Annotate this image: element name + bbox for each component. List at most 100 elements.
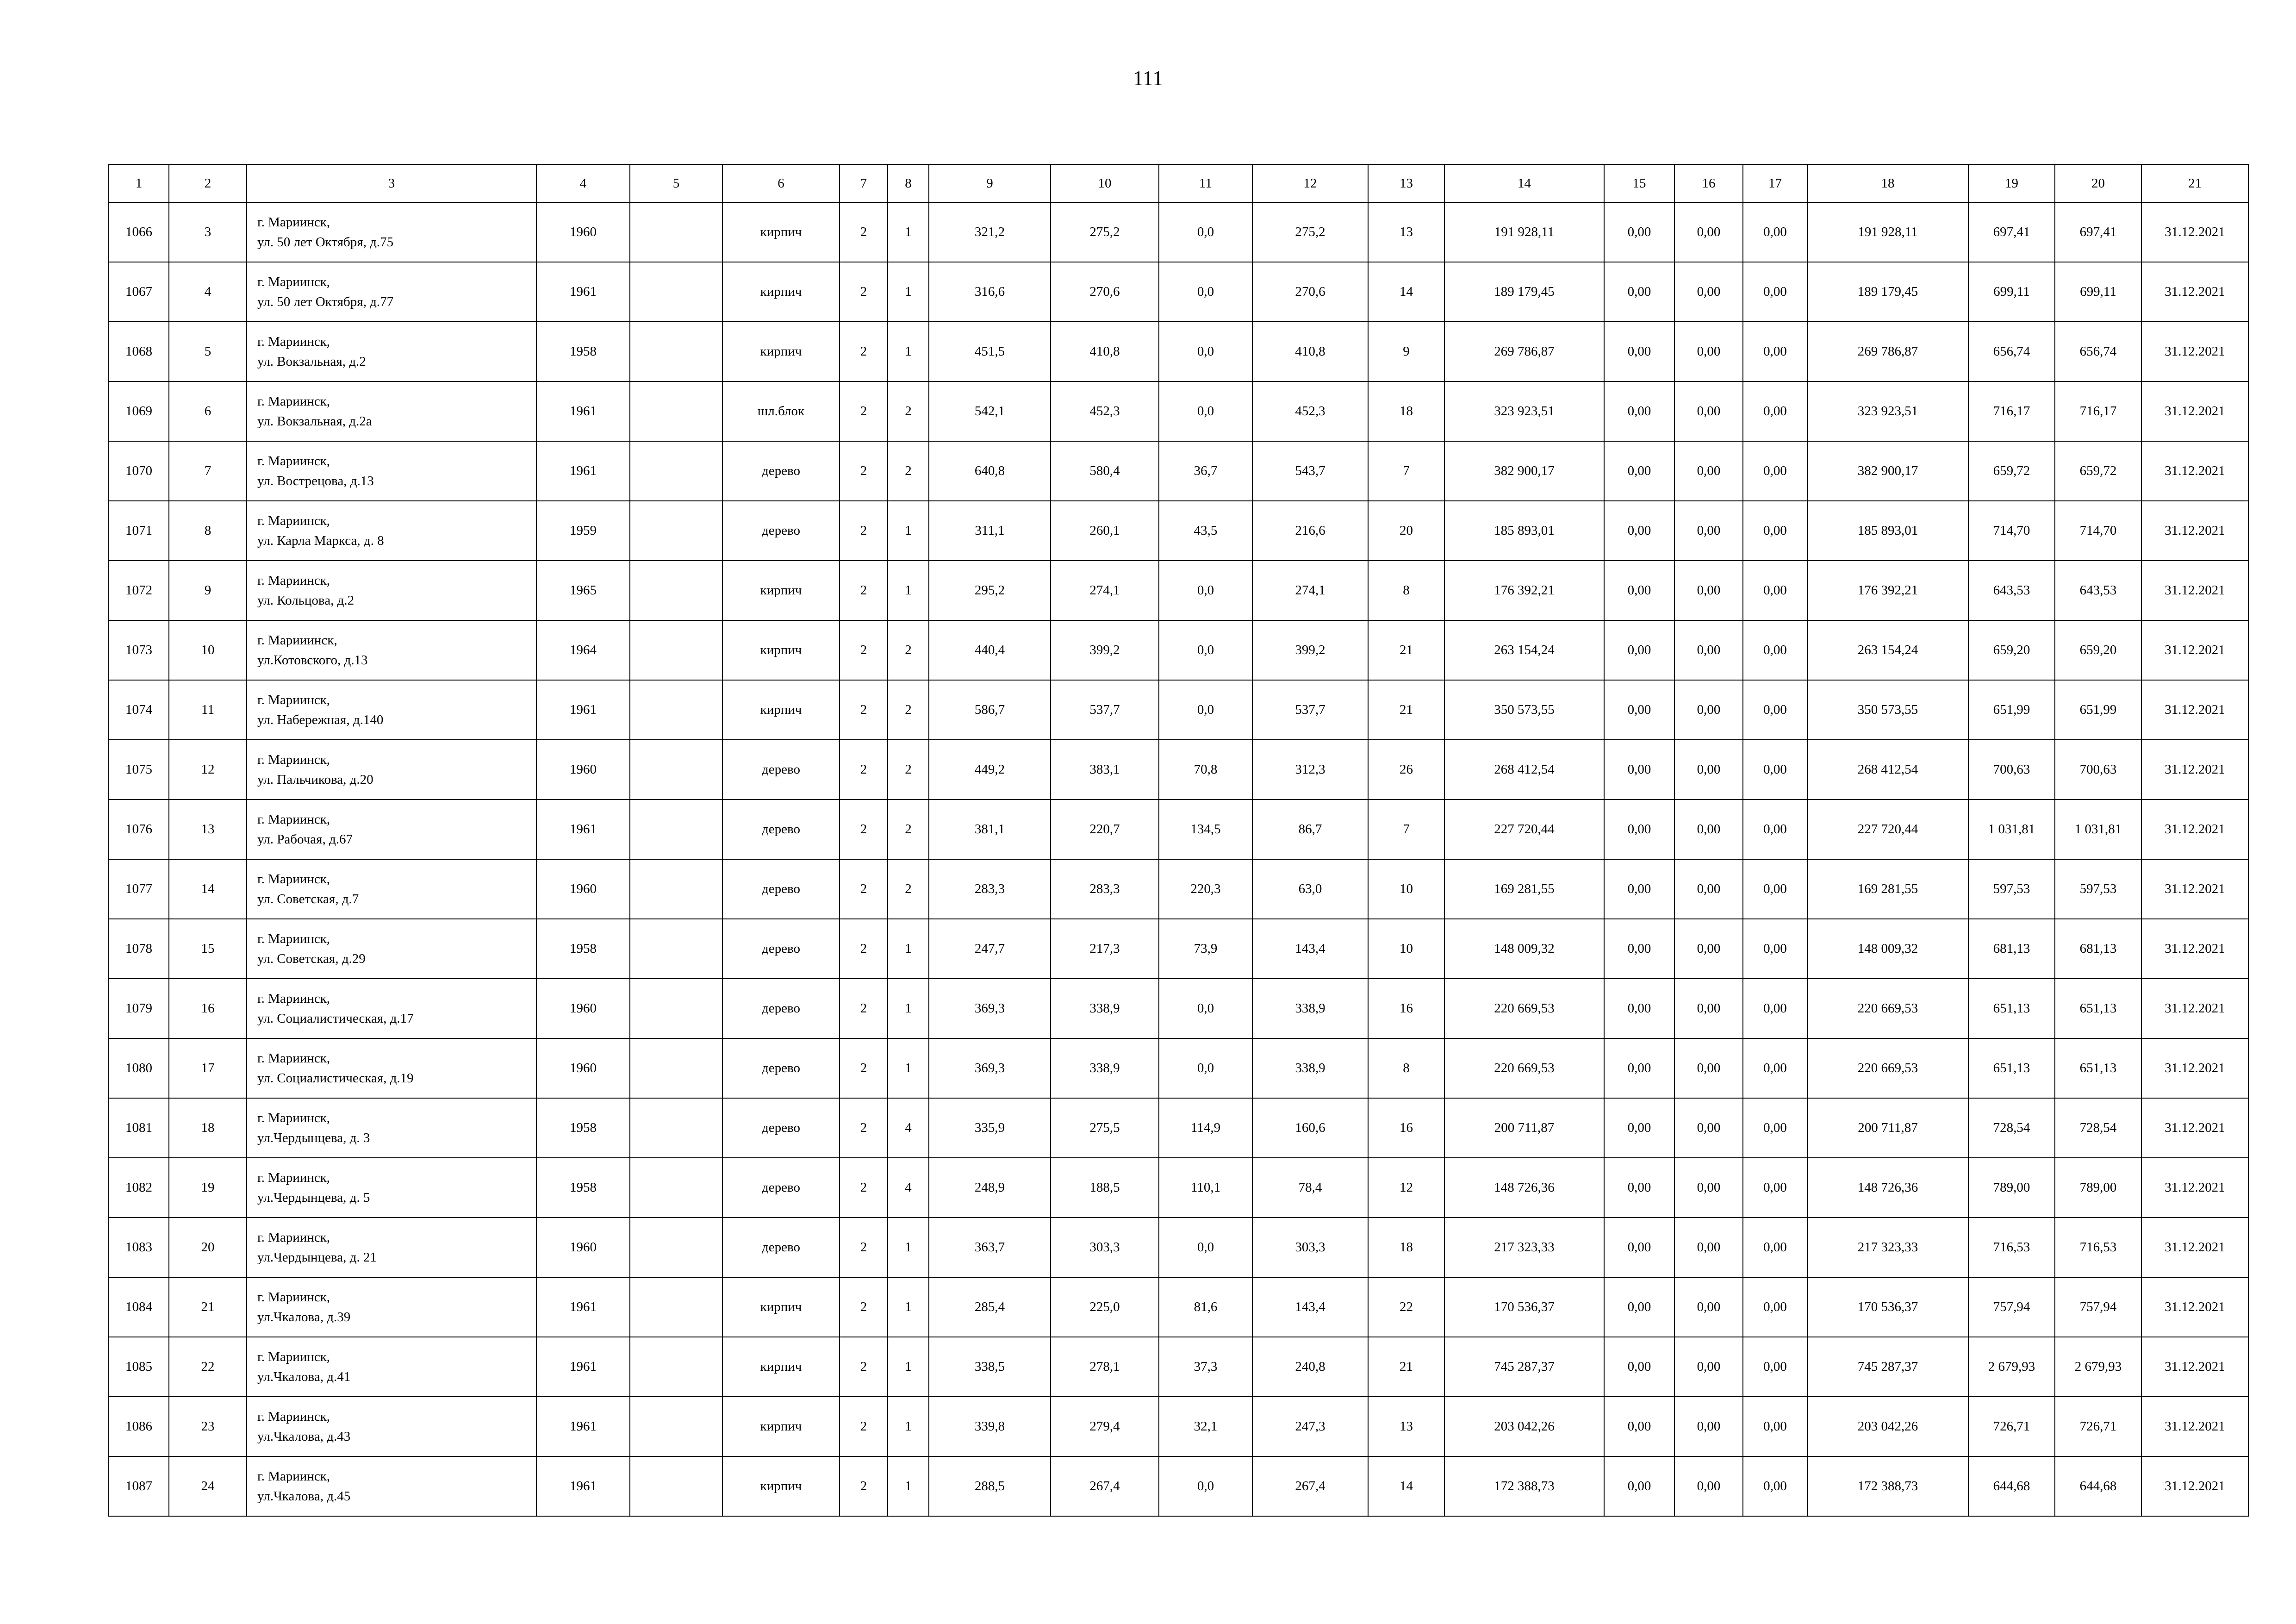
address-street: ул. Кольцова, д.2 [257, 593, 355, 608]
cell-col-9: 285,4 [928, 1277, 1051, 1337]
cell-col-1: 1081 [108, 1098, 169, 1158]
cell-col-9: 449,2 [928, 739, 1051, 800]
cell-col-17: 0,00 [1742, 1217, 1808, 1278]
column-header-1: 1 [108, 164, 169, 203]
cell-col-21: 31.12.2021 [2141, 918, 2249, 979]
cell-col-2: 16 [168, 978, 247, 1039]
cell-col-11: 0,0 [1158, 978, 1253, 1039]
address-street: ул.Чкалова, д.39 [257, 1309, 351, 1324]
cell-col-21: 31.12.2021 [2141, 620, 2249, 681]
cell-col-18: 172 388,73 [1807, 1456, 1969, 1517]
cell-col-12: 267,4 [1252, 1456, 1369, 1517]
cell-col-4: 1958 [536, 1157, 630, 1218]
cell-col-1: 1083 [108, 1217, 169, 1278]
cell-col-6: кирпич [722, 202, 840, 262]
cell-col-7: 2 [839, 1098, 888, 1158]
table-row: 1084 21 г. Мариинск, ул.Чкалова, д.39 1961 ки… [108, 1277, 2249, 1337]
address-city: г. Мариинск, [257, 872, 330, 887]
cell-col-21: 31.12.2021 [2141, 978, 2249, 1039]
cell-col-15: 0,00 [1604, 1396, 1675, 1457]
cell-col-8: 1 [887, 262, 929, 322]
cell-col-7: 2 [839, 1157, 888, 1218]
cell-col-12: 452,3 [1252, 381, 1369, 442]
cell-col-6: кирпич [722, 680, 840, 740]
cell-col-9: 247,7 [928, 918, 1051, 979]
cell-col-18: 323 923,51 [1807, 381, 1969, 442]
cell-col-10: 303,3 [1050, 1217, 1159, 1278]
cell-col-5 [629, 1337, 723, 1397]
cell-col-14: 220 669,53 [1444, 978, 1605, 1039]
cell-col-18: 220 669,53 [1807, 1038, 1969, 1099]
cell-col-15: 0,00 [1604, 859, 1675, 919]
address-city: г. Мариинск, [257, 752, 330, 768]
cell-col-8: 1 [887, 1456, 929, 1517]
cell-col-14: 172 388,73 [1444, 1456, 1605, 1517]
cell-col-21: 31.12.2021 [2141, 1038, 2249, 1099]
cell-col-2: 8 [168, 500, 247, 561]
cell-col-21: 31.12.2021 [2141, 799, 2249, 860]
cell-col-6: дерево [722, 1217, 840, 1278]
cell-col-11: 0,0 [1158, 620, 1253, 681]
cell-col-5 [629, 1098, 723, 1158]
cell-col-7: 2 [839, 1038, 888, 1099]
cell-col-19: 681,13 [1968, 918, 2055, 979]
cell-col-16: 0,00 [1674, 978, 1743, 1039]
table-row: 1066 3 г. Мариинск, ул. 50 лет Октября, д.7… [108, 202, 2249, 262]
column-header-16: 16 [1674, 164, 1743, 203]
cell-col-8: 2 [887, 381, 929, 442]
cell-col-5 [629, 739, 723, 800]
cell-col-13: 7 [1368, 799, 1445, 860]
cell-col-10: 220,7 [1050, 799, 1159, 860]
cell-col-3: г. Мариинск, ул. 50 лет Октября, д.75 [246, 202, 537, 262]
cell-col-7: 2 [839, 441, 888, 501]
cell-col-16: 0,00 [1674, 202, 1743, 262]
cell-col-5 [629, 441, 723, 501]
cell-col-11: 37,3 [1158, 1337, 1253, 1397]
cell-col-8: 1 [887, 1217, 929, 1278]
cell-col-3: г. Мариинск, ул. Советская, д.29 [246, 918, 537, 979]
cell-col-10: 452,3 [1050, 381, 1159, 442]
cell-col-17: 0,00 [1742, 1098, 1808, 1158]
cell-col-2: 20 [168, 1217, 247, 1278]
cell-col-5 [629, 1277, 723, 1337]
cell-col-6: кирпич [722, 560, 840, 621]
cell-col-14: 191 928,11 [1444, 202, 1605, 262]
cell-col-10: 188,5 [1050, 1157, 1159, 1218]
cell-col-13: 26 [1368, 739, 1445, 800]
cell-col-21: 31.12.2021 [2141, 859, 2249, 919]
cell-col-1: 1074 [108, 680, 169, 740]
cell-col-1: 1073 [108, 620, 169, 681]
address-street: ул.Чкалова, д.41 [257, 1369, 351, 1384]
cell-col-6: дерево [722, 500, 840, 561]
cell-col-3: г. Мариинск, ул. Рабочая, д.67 [246, 799, 537, 860]
cell-col-17: 0,00 [1742, 560, 1808, 621]
cell-col-17: 0,00 [1742, 1337, 1808, 1397]
cell-col-14: 203 042,26 [1444, 1396, 1605, 1457]
cell-col-1: 1069 [108, 381, 169, 442]
cell-col-19: 651,99 [1968, 680, 2055, 740]
cell-col-16: 0,00 [1674, 739, 1743, 800]
cell-col-12: 312,3 [1252, 739, 1369, 800]
cell-col-6: кирпич [722, 262, 840, 322]
cell-col-1: 1086 [108, 1396, 169, 1457]
cell-col-12: 143,4 [1252, 1277, 1369, 1337]
table-row: 1067 4 г. Мариинск, ул. 50 лет Октября, д.7… [108, 262, 2249, 322]
cell-col-7: 2 [839, 859, 888, 919]
cell-col-9: 640,8 [928, 441, 1051, 501]
cell-col-16: 0,00 [1674, 1217, 1743, 1278]
cell-col-18: 200 711,87 [1807, 1098, 1969, 1158]
table-row: 1068 5 г. Мариинск, ул. Вокзальная, д.2 1958… [108, 321, 2249, 382]
cell-col-16: 0,00 [1674, 321, 1743, 382]
cell-col-16: 0,00 [1674, 500, 1743, 561]
cell-col-16: 0,00 [1674, 381, 1743, 442]
cell-col-13: 8 [1368, 1038, 1445, 1099]
cell-col-5 [629, 381, 723, 442]
cell-col-11: 32,1 [1158, 1396, 1253, 1457]
cell-col-1: 1070 [108, 441, 169, 501]
cell-col-18: 148 726,36 [1807, 1157, 1969, 1218]
cell-col-6: кирпич [722, 1277, 840, 1337]
address-city: г. Мариинск, [257, 454, 330, 469]
cell-col-20: 644,68 [2054, 1456, 2142, 1517]
address-street: ул. Вокзальная, д.2 [257, 354, 366, 369]
cell-col-8: 1 [887, 560, 929, 621]
